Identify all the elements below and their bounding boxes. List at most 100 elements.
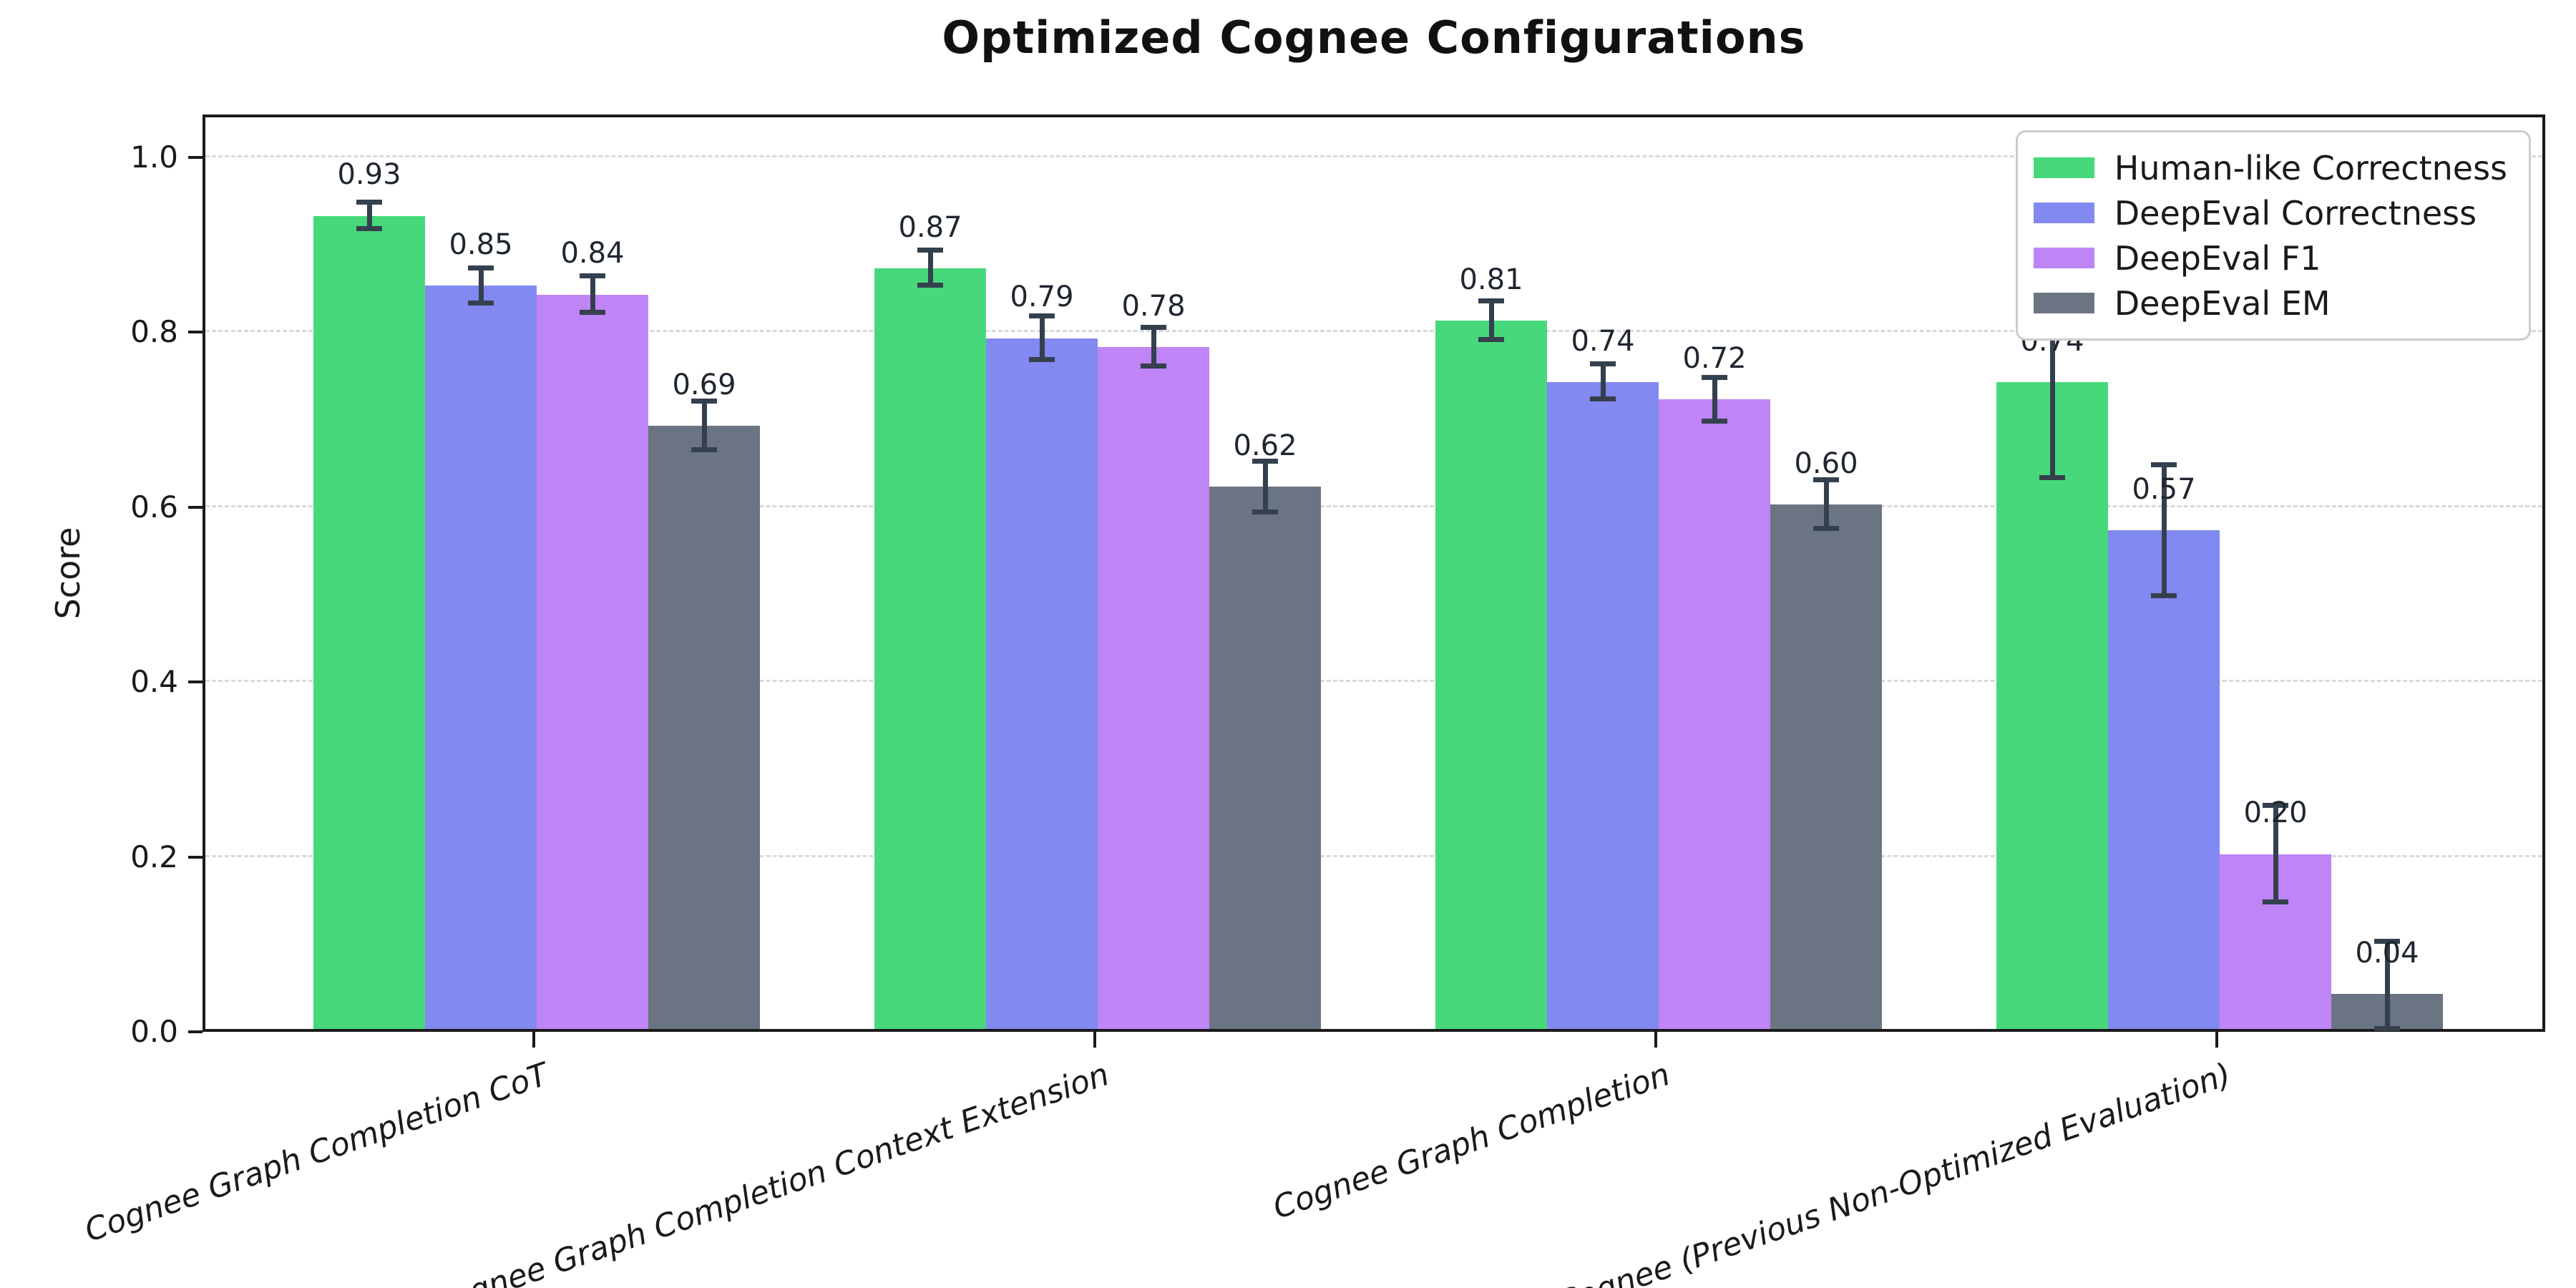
legend-swatch-human-like-correctness [2033,157,2094,178]
legend-label: Human-like Correctness [2114,148,2507,187]
bar-deepeval-f1 [1098,346,1209,1029]
bar-value-label: 0.87 [898,210,962,244]
legend-label: DeepEval F1 [2114,238,2321,278]
gridline-0.2 [205,854,2542,857]
error-bar [2161,464,2167,597]
legend: Human-like Correctness DeepEval Correctne… [2015,130,2531,341]
chart-title: Optimized Cognee Configurations [942,11,1806,64]
legend-item: DeepEval Correctness [2033,190,2507,235]
bar-deepeval-em [1770,504,1882,1029]
bar-deepeval-correctness [986,338,1098,1029]
x-tick-mark [1093,1032,1096,1048]
legend-label: DeepEval Correctness [2114,193,2477,233]
legend-swatch-deepeval-correctness [2033,203,2094,223]
error-bar [366,203,372,229]
bar-deepeval-correctness [425,286,537,1029]
y-tick-mark [188,1030,203,1033]
error-bar-cap [1702,418,1727,424]
error-bar [1151,327,1156,366]
error-bar-cap [1813,477,1839,482]
x-tick-mark [532,1032,535,1048]
error-bar-cap [1702,374,1727,380]
error-bar [1488,301,1494,341]
y-tick-mark [188,331,203,334]
bar-human-like-correctness [1996,381,2108,1029]
error-bar-cap [691,398,717,404]
bar-human-like-correctness [1435,321,1547,1029]
error-bar-cap [356,225,382,231]
error-bar-cap [1141,363,1166,369]
error-bar-cap [1252,458,1278,464]
bar-deepeval-em [648,425,760,1029]
legend-label: DeepEval EM [2114,283,2331,323]
y-tick-label: 1.0 [130,140,178,175]
y-tick-mark [188,855,203,859]
legend-swatch-deepeval-em [2033,293,2094,313]
y-tick-label: 0.4 [130,664,178,700]
bar-human-like-correctness [874,268,986,1029]
legend-item: DeepEval EM [2033,280,2507,326]
bar-value-label: 0.79 [1010,280,1074,314]
bar-value-label: 0.62 [1233,429,1297,463]
error-bar-cap [468,300,494,306]
plot-area: 0.93 0.85 0.84 0.69 0.87 0.79 0.78 0.62 0.81 0.74… [203,114,2545,1032]
y-tick-mark [188,680,203,684]
error-bar-cap [691,447,717,453]
x-tick-mark [1654,1032,1657,1048]
error-bar-cap [1141,324,1166,330]
y-tick-mark [188,156,203,159]
error-bar-cap [2374,938,2400,944]
gridline-0.4 [205,680,2542,683]
error-bar-cap [468,265,494,270]
x-tick-mark [2215,1032,2218,1048]
bar-deepeval-f1 [537,294,648,1029]
error-bar [2273,806,2278,902]
legend-swatch-deepeval-f1 [2033,248,2094,268]
y-tick-mark [188,505,203,509]
error-bar-cap [917,283,943,288]
y-axis-title: Score [49,527,87,620]
error-bar-cap [1590,396,1616,402]
bar-value-label: 0.60 [1794,447,1858,480]
error-bar-cap [1029,357,1055,363]
error-bar-cap [580,273,605,278]
bar-value-label: 0.81 [1459,263,1523,296]
bar-deepeval-correctness [1547,381,1659,1029]
bar-value-label: 0.20 [2243,796,2308,830]
error-bar [1600,364,1606,400]
error-bar-cap [2374,1026,2400,1031]
y-tick-label: 0.0 [130,1014,178,1049]
error-bar [478,268,484,303]
error-bar-cap [1813,526,1839,532]
bar-value-label: 0.84 [560,237,625,270]
error-bar-cap [1478,337,1504,343]
error-bar-cap [2263,899,2288,904]
error-bar-cap [2039,475,2065,481]
bar-value-label: 0.72 [1682,341,1747,375]
error-bar-cap [2151,593,2177,599]
error-bar [927,250,933,286]
error-bar [2384,941,2390,1029]
legend-items: Human-like Correctness DeepEval Correctne… [2033,145,2507,326]
bar-deepeval-correctness [2108,530,2220,1029]
error-bar-cap [1252,509,1278,514]
bar-human-like-correctness [313,215,425,1029]
y-tick-label: 0.6 [130,489,178,525]
y-tick-label: 0.2 [130,839,178,874]
y-tick-label: 0.8 [130,314,178,350]
error-bar-cap [2151,462,2177,467]
gridline-1.0 [205,155,2542,157]
error-bar [1039,316,1045,361]
bar-deepeval-em [1209,487,1321,1029]
bar-value-label: 0.93 [337,158,401,192]
error-bar-cap [1478,298,1504,304]
bar-deepeval-f1 [1659,399,1770,1029]
bar-value-label: 0.69 [672,368,736,401]
error-bar [1823,479,1829,530]
error-bar [1262,461,1268,512]
bar-value-label: 0.85 [449,228,513,262]
error-bar-cap [1590,361,1616,367]
x-category-label: Cognee Graph Completion [1269,1056,1675,1226]
bar-value-label: 0.78 [1121,289,1186,323]
